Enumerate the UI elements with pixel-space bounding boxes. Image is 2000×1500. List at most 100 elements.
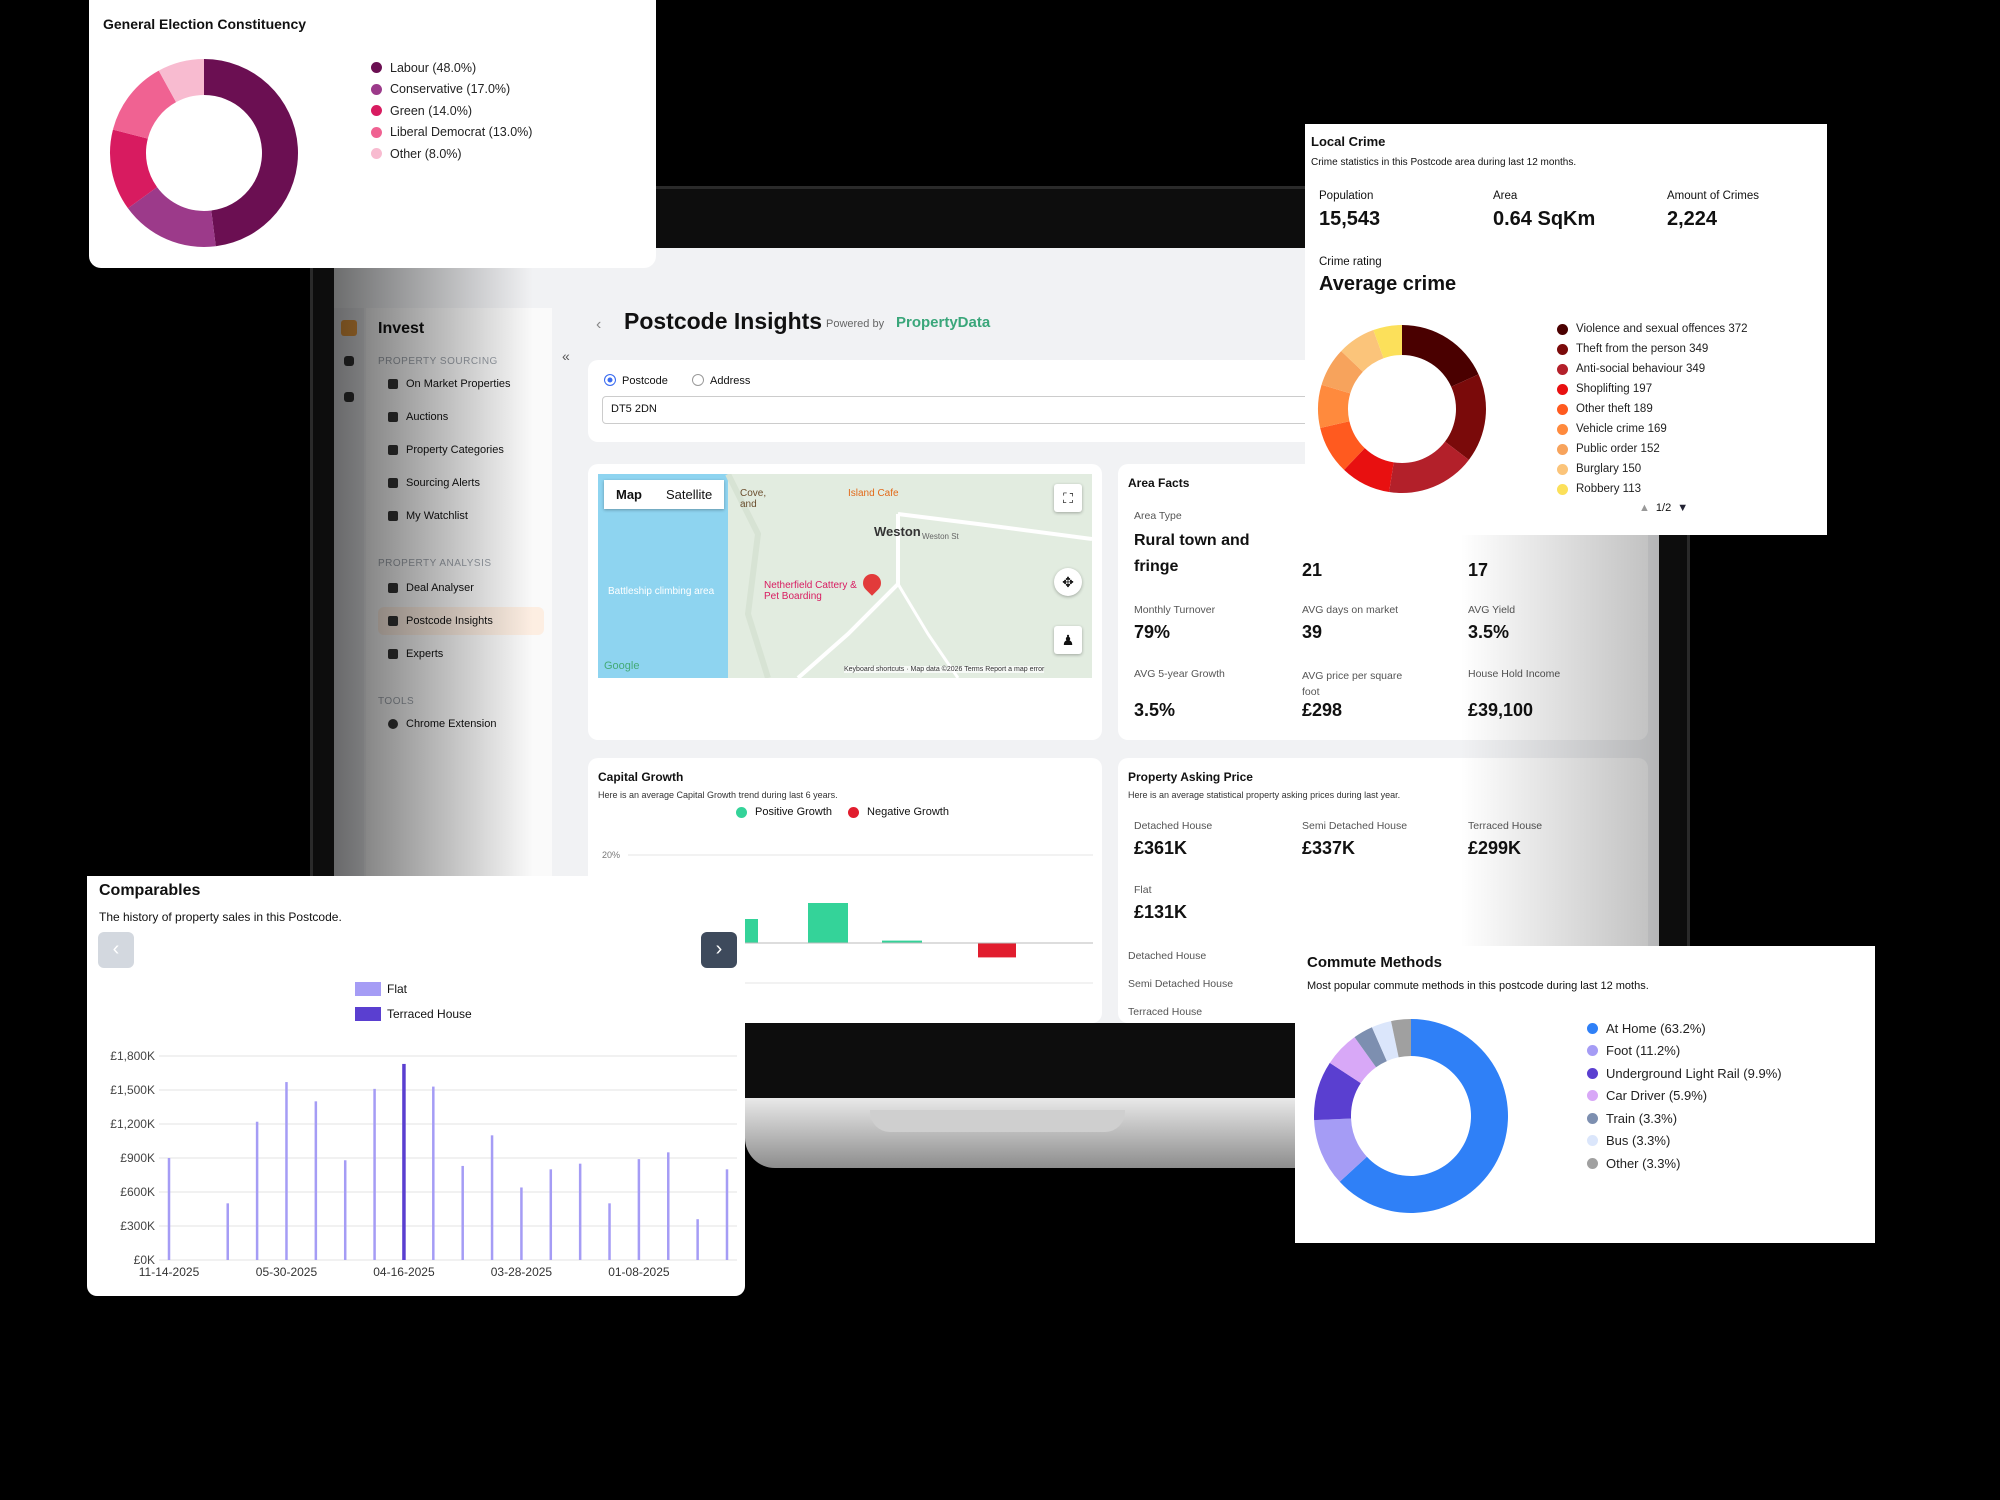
bar-flat[interactable] <box>725 1169 729 1260</box>
sidebar-item-categories[interactable]: Property Categories <box>378 436 544 464</box>
bar-flat[interactable] <box>608 1203 611 1260</box>
crime-slice-2[interactable] <box>1389 441 1469 493</box>
bar-positive-growth[interactable] <box>808 903 848 943</box>
legend-item[interactable]: Train (3.3%) <box>1587 1107 1782 1130</box>
commute-slice-1[interactable] <box>1314 1118 1367 1182</box>
bar-flat[interactable] <box>490 1135 494 1260</box>
next-button[interactable]: › <box>701 932 737 968</box>
sidebar-item-chrome-extension[interactable]: Chrome Extension <box>378 710 544 738</box>
map-label-weston-st: Weston St <box>922 532 959 541</box>
flat-label: Flat <box>1134 884 1152 896</box>
bar-flat[interactable] <box>343 1160 347 1260</box>
pager-down-icon[interactable]: ▼ <box>1677 502 1689 514</box>
bar-negative-growth[interactable] <box>978 943 1016 958</box>
bar-flat[interactable] <box>285 1082 288 1260</box>
legend-label-flat: Flat <box>387 982 408 996</box>
bar-flat[interactable] <box>520 1187 523 1260</box>
legend-item[interactable]: Green (14.0%) <box>371 100 532 122</box>
legend-item[interactable]: Robbery 113 <box>1557 479 1748 499</box>
avg-days-label: AVG days on market <box>1302 604 1399 616</box>
legend-item[interactable]: Conservative (17.0%) <box>371 79 532 101</box>
crime-slice-5[interactable] <box>1318 384 1351 428</box>
map[interactable]: Map Satellite Cove, and Island Cafe West… <box>598 474 1092 678</box>
legend-item[interactable]: Bus (3.3%) <box>1587 1130 1782 1153</box>
folder-icon[interactable] <box>344 356 354 366</box>
commute-slice-5[interactable] <box>1371 1021 1399 1062</box>
bar-flat[interactable] <box>549 1169 553 1260</box>
address-radio[interactable]: Address <box>692 374 750 387</box>
page-title: Postcode Insights <box>624 308 823 334</box>
commute-slice-0[interactable] <box>1339 1019 1508 1213</box>
sidebar-item-on-market[interactable]: On Market Properties <box>378 370 544 398</box>
bar-flat[interactable] <box>226 1203 229 1260</box>
bar-flat[interactable] <box>373 1088 376 1260</box>
sidebar-item-postcode-insights[interactable]: Postcode Insights <box>378 607 544 635</box>
bar-flat[interactable] <box>255 1121 259 1260</box>
amount-label: Amount of Crimes <box>1667 190 1760 202</box>
legend-item[interactable]: Underground Light Rail (9.9%) <box>1587 1062 1782 1085</box>
legend-item[interactable]: Vehicle crime 169 <box>1557 419 1748 439</box>
tab-map[interactable]: Map <box>616 487 642 502</box>
commute-slice-3[interactable] <box>1329 1037 1377 1084</box>
camera-control-icon[interactable]: ✥ <box>1054 568 1082 596</box>
legend-item[interactable]: Labour (48.0%) <box>371 57 532 79</box>
sidebar-item-label: Experts <box>406 648 444 660</box>
hand-icon[interactable] <box>344 392 354 402</box>
legend-item[interactable]: Foot (11.2%) <box>1587 1040 1782 1063</box>
bar-flat[interactable] <box>314 1101 318 1260</box>
sidebar-item-experts[interactable]: Experts <box>378 640 544 668</box>
legend-item[interactable]: Violence and sexual offences 372 <box>1557 319 1748 339</box>
election-slice-4[interactable] <box>158 59 204 103</box>
sidebar-item-watchlist[interactable]: My Watchlist <box>378 502 544 530</box>
legend-item[interactable]: Liberal Democrat (13.0%) <box>371 122 532 144</box>
legend-item[interactable]: At Home (63.2%) <box>1587 1017 1782 1040</box>
search-icon <box>388 478 398 488</box>
crime-slice-3[interactable] <box>1344 448 1394 493</box>
crime-title: Local Crime <box>1311 134 1386 149</box>
election-slice-1[interactable] <box>127 187 216 247</box>
crime-slice-1[interactable] <box>1444 374 1486 460</box>
pager-up-icon[interactable]: ▲ <box>1639 502 1650 514</box>
legend-item[interactable]: Theft from the person 349 <box>1557 339 1748 359</box>
crime-slice-8[interactable] <box>1373 325 1402 359</box>
crime-slice-6[interactable] <box>1321 351 1363 394</box>
crime-slice-7[interactable] <box>1341 330 1384 372</box>
commute-slice-2[interactable] <box>1314 1062 1361 1121</box>
bar-flat[interactable] <box>461 1165 464 1260</box>
chart-icon[interactable] <box>341 320 357 336</box>
map-footer[interactable]: Keyboard shortcuts · Map data ©2026 Term… <box>844 666 1045 673</box>
crime-slice-0[interactable] <box>1402 325 1479 387</box>
sidebar-item-alerts[interactable]: Sourcing Alerts <box>378 469 544 497</box>
fullscreen-icon[interactable]: ⛶ <box>1054 484 1082 512</box>
tab-satellite[interactable]: Satellite <box>666 487 713 502</box>
legend-item[interactable]: Anti-social behaviour 349 <box>1557 359 1748 379</box>
prev-button[interactable]: ‹ <box>98 932 134 968</box>
legend-item[interactable]: Other (8.0%) <box>371 143 532 165</box>
bar-flat[interactable] <box>167 1158 171 1260</box>
crime-donut <box>1318 325 1486 493</box>
bar-flat[interactable] <box>667 1152 670 1260</box>
sidebar-item-auctions[interactable]: Auctions <box>378 403 544 431</box>
legend-item[interactable]: Other theft 189 <box>1557 399 1748 419</box>
election-slice-0[interactable] <box>204 59 298 247</box>
bar-flat[interactable] <box>578 1163 582 1260</box>
election-slice-3[interactable] <box>112 70 177 139</box>
election-slice-2[interactable] <box>110 129 158 209</box>
collapse-sidebar-button[interactable]: « <box>562 348 570 364</box>
postcode-radio[interactable]: Postcode <box>604 374 668 387</box>
back-arrow-icon[interactable]: ‹ <box>596 316 602 333</box>
crime-slice-4[interactable] <box>1320 421 1365 470</box>
bar-terraced-house[interactable] <box>402 1063 406 1260</box>
legend-item[interactable]: Shoplifting 197 <box>1557 379 1748 399</box>
bar-flat[interactable] <box>696 1219 699 1260</box>
pegman-icon[interactable]: ♟ <box>1054 626 1082 654</box>
commute-slice-6[interactable] <box>1391 1019 1411 1058</box>
commute-slice-4[interactable] <box>1354 1027 1387 1068</box>
legend-item[interactable]: Other (3.3%) <box>1587 1152 1782 1175</box>
legend-item[interactable]: Burglary 150 <box>1557 459 1748 479</box>
legend-item[interactable]: Public order 152 <box>1557 439 1748 459</box>
sidebar-item-deal-analyser[interactable]: Deal Analyser <box>378 574 544 602</box>
bar-flat[interactable] <box>432 1086 435 1260</box>
legend-item[interactable]: Car Driver (5.9%) <box>1587 1085 1782 1108</box>
bar-flat[interactable] <box>637 1159 641 1260</box>
